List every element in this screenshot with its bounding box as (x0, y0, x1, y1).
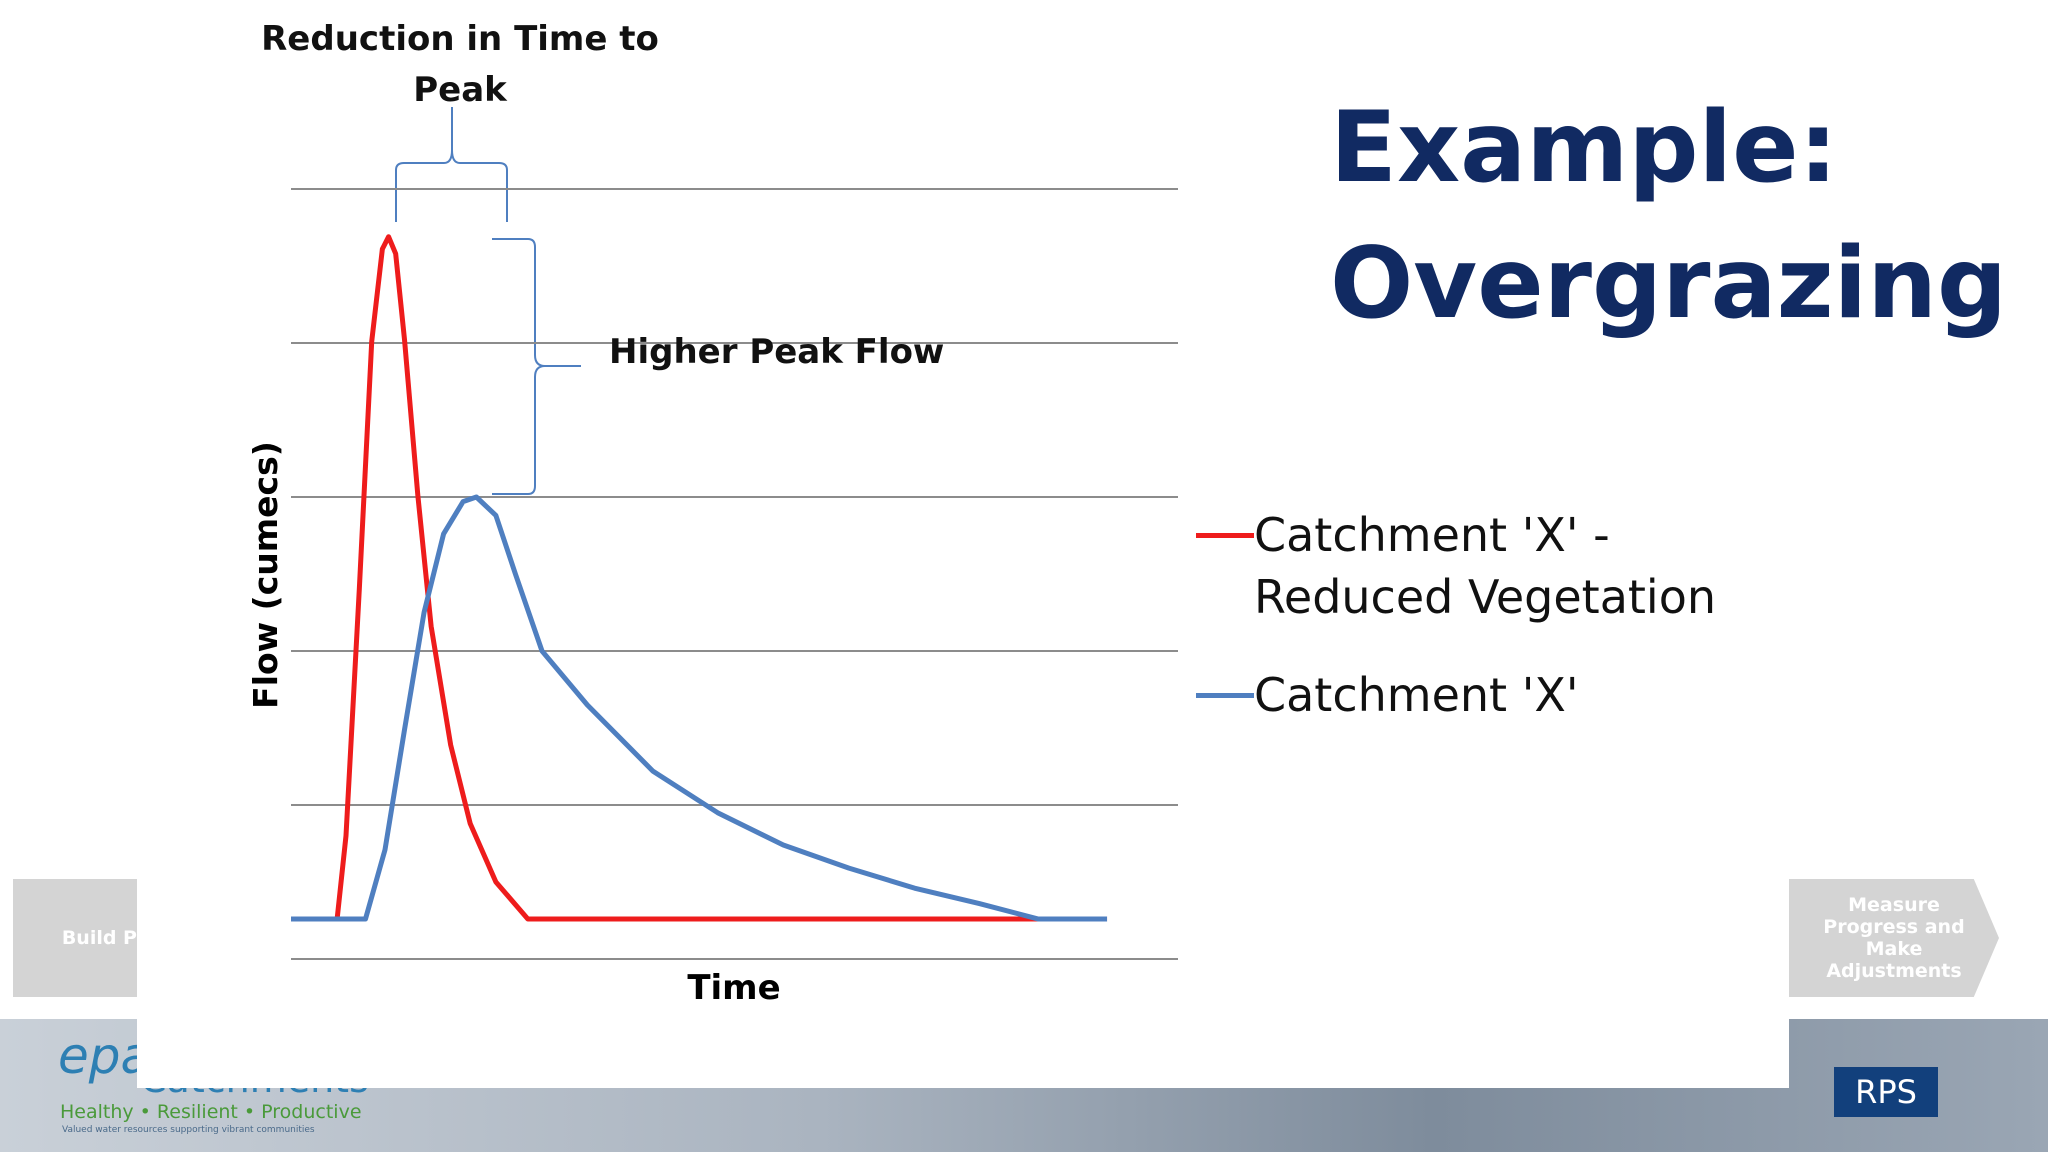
legend-entry: Catchment 'X' - Reduced Vegetation (1196, 504, 1796, 628)
step-label: Build P (61, 927, 137, 949)
legend: Catchment 'X' - Reduced Vegetation Catchm… (1196, 504, 1796, 726)
slide-title: Example: Overgrazing (1330, 91, 2008, 341)
annotation: Higher Peak Flow (609, 332, 945, 372)
process-step: Measure Progress and Make Adjustments (1789, 879, 1999, 997)
legend-swatch (1196, 533, 1254, 538)
legend-swatch (1196, 693, 1254, 698)
line-series (291, 494, 1108, 922)
content-panel (137, 0, 1789, 1088)
logo-subtagline: Valued water resources supporting vibran… (62, 1125, 315, 1135)
step-label: Measure Progress and Make Adjustments (1823, 894, 1965, 982)
legend-label: Catchment 'X' - Reduced Vegetation (1254, 508, 1716, 624)
legend-label: Catchment 'X' (1254, 668, 1579, 722)
logo-rps: RPS (1834, 1067, 1938, 1117)
logo-tagline: Healthy • Resilient • Productive (60, 1101, 362, 1123)
annotation: Reduction in Time to Peak (261, 19, 659, 110)
logo-epa: epa (58, 1027, 152, 1085)
chart: Time Flow (cumecs) (246, 107, 1178, 1008)
y-axis-label: Flow (cumecs) (246, 441, 285, 709)
x-axis-label: Time (687, 968, 780, 1008)
process-step: Build P (13, 879, 137, 997)
bracket (395, 107, 581, 495)
line-series (291, 234, 1108, 922)
legend-entry: Catchment 'X' (1196, 664, 1796, 726)
